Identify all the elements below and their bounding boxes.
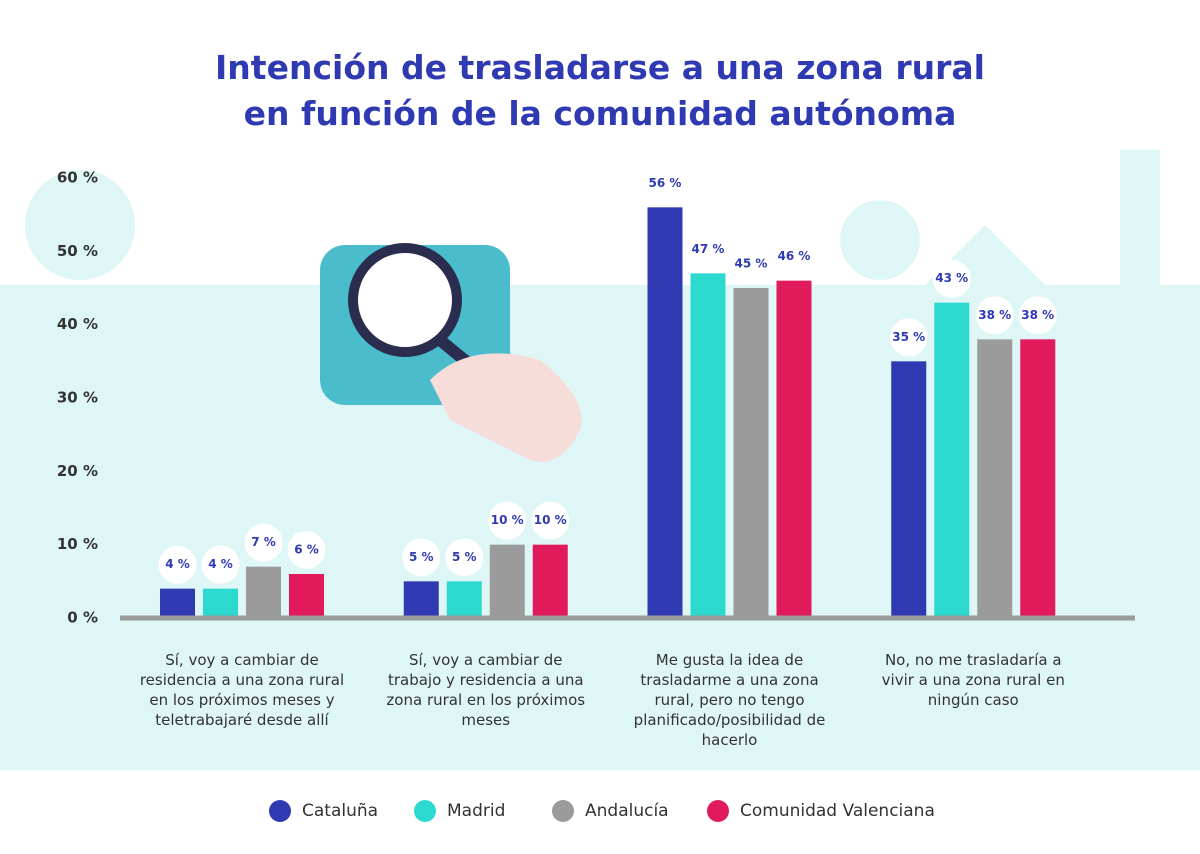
- value-label-bg: [775, 237, 813, 276]
- value-label: 7 %: [251, 535, 276, 549]
- value-label: 38 %: [978, 308, 1011, 322]
- legend-swatch: [269, 800, 291, 822]
- bar: [203, 588, 238, 618]
- bar: [934, 302, 970, 618]
- value-label: 5 %: [409, 550, 434, 564]
- legend-swatch: [414, 800, 436, 822]
- value-label: 47 %: [692, 242, 725, 256]
- bar: [489, 544, 525, 618]
- value-label-bg: [244, 523, 283, 562]
- legend-label: Madrid: [447, 801, 505, 821]
- bar: [403, 581, 439, 618]
- bar: [289, 574, 324, 618]
- value-label-bg: [932, 259, 971, 298]
- value-label: 4 %: [165, 557, 190, 571]
- bar: [647, 207, 683, 619]
- bar: [246, 566, 281, 618]
- value-label-bg: [689, 230, 727, 269]
- value-label: 43 %: [935, 271, 968, 285]
- y-tick-label: 40 %: [57, 315, 98, 333]
- bar: [532, 544, 568, 618]
- x-tick-label: Me gusta la idea de trasladarme a una zo…: [633, 651, 826, 749]
- windmill-silhouette: [1120, 150, 1160, 290]
- bar: [1020, 339, 1056, 618]
- x-tick-label: Sí, voy a cambiar de trabajo y residenci…: [386, 651, 586, 729]
- tree-silhouette: [25, 170, 135, 280]
- hand: [430, 353, 582, 462]
- value-label-bg: [975, 296, 1014, 335]
- legend-swatch: [552, 800, 574, 822]
- chart-title: Intención de trasladarse a una zona rura…: [215, 48, 985, 133]
- bar: [891, 361, 927, 618]
- legend-swatch: [707, 800, 729, 822]
- value-label: 6 %: [294, 543, 319, 557]
- value-label-bg: [488, 501, 527, 540]
- value-label: 46 %: [778, 249, 811, 263]
- tree-silhouette: [840, 200, 920, 280]
- magnifier: [348, 243, 462, 357]
- x-tick-label: No, no me trasladaría a vivir a una zona…: [881, 651, 1065, 709]
- value-label: 10 %: [534, 513, 567, 527]
- value-label-bg: [402, 538, 441, 577]
- value-label-bg: [1018, 296, 1057, 335]
- y-tick-label: 10 %: [57, 535, 98, 553]
- value-label: 56 %: [649, 176, 682, 190]
- value-label-bg: [445, 538, 484, 577]
- legend-label: Cataluña: [302, 801, 378, 821]
- value-label: 4 %: [208, 557, 233, 571]
- legend-label: Andalucía: [585, 801, 669, 821]
- value-label-bg: [646, 164, 684, 203]
- bar: [446, 581, 482, 618]
- value-label-bg: [531, 501, 570, 540]
- y-tick-label: 60 %: [57, 169, 98, 187]
- value-label-bg: [889, 318, 928, 357]
- y-tick-label: 0 %: [67, 609, 98, 627]
- bar: [776, 280, 812, 618]
- value-label: 38 %: [1021, 308, 1054, 322]
- y-tick-label: 30 %: [57, 389, 98, 407]
- value-label: 45 %: [735, 257, 768, 271]
- value-label-bg: [287, 531, 326, 569]
- bar: [977, 339, 1013, 618]
- value-label-bg: [732, 245, 770, 283]
- value-label-bg: [158, 545, 197, 584]
- legend-label: Comunidad Valenciana: [740, 801, 935, 821]
- value-label: 10 %: [491, 513, 524, 527]
- bar: [160, 588, 195, 618]
- y-tick-label: 50 %: [57, 242, 98, 260]
- value-label-bg: [201, 545, 240, 584]
- value-label: 35 %: [892, 330, 925, 344]
- bar: [690, 273, 726, 618]
- x-tick-label: Sí, voy a cambiar de residencia a una zo…: [139, 651, 345, 729]
- bar: [733, 288, 769, 618]
- value-label: 5 %: [452, 550, 477, 564]
- y-tick-label: 20 %: [57, 462, 98, 480]
